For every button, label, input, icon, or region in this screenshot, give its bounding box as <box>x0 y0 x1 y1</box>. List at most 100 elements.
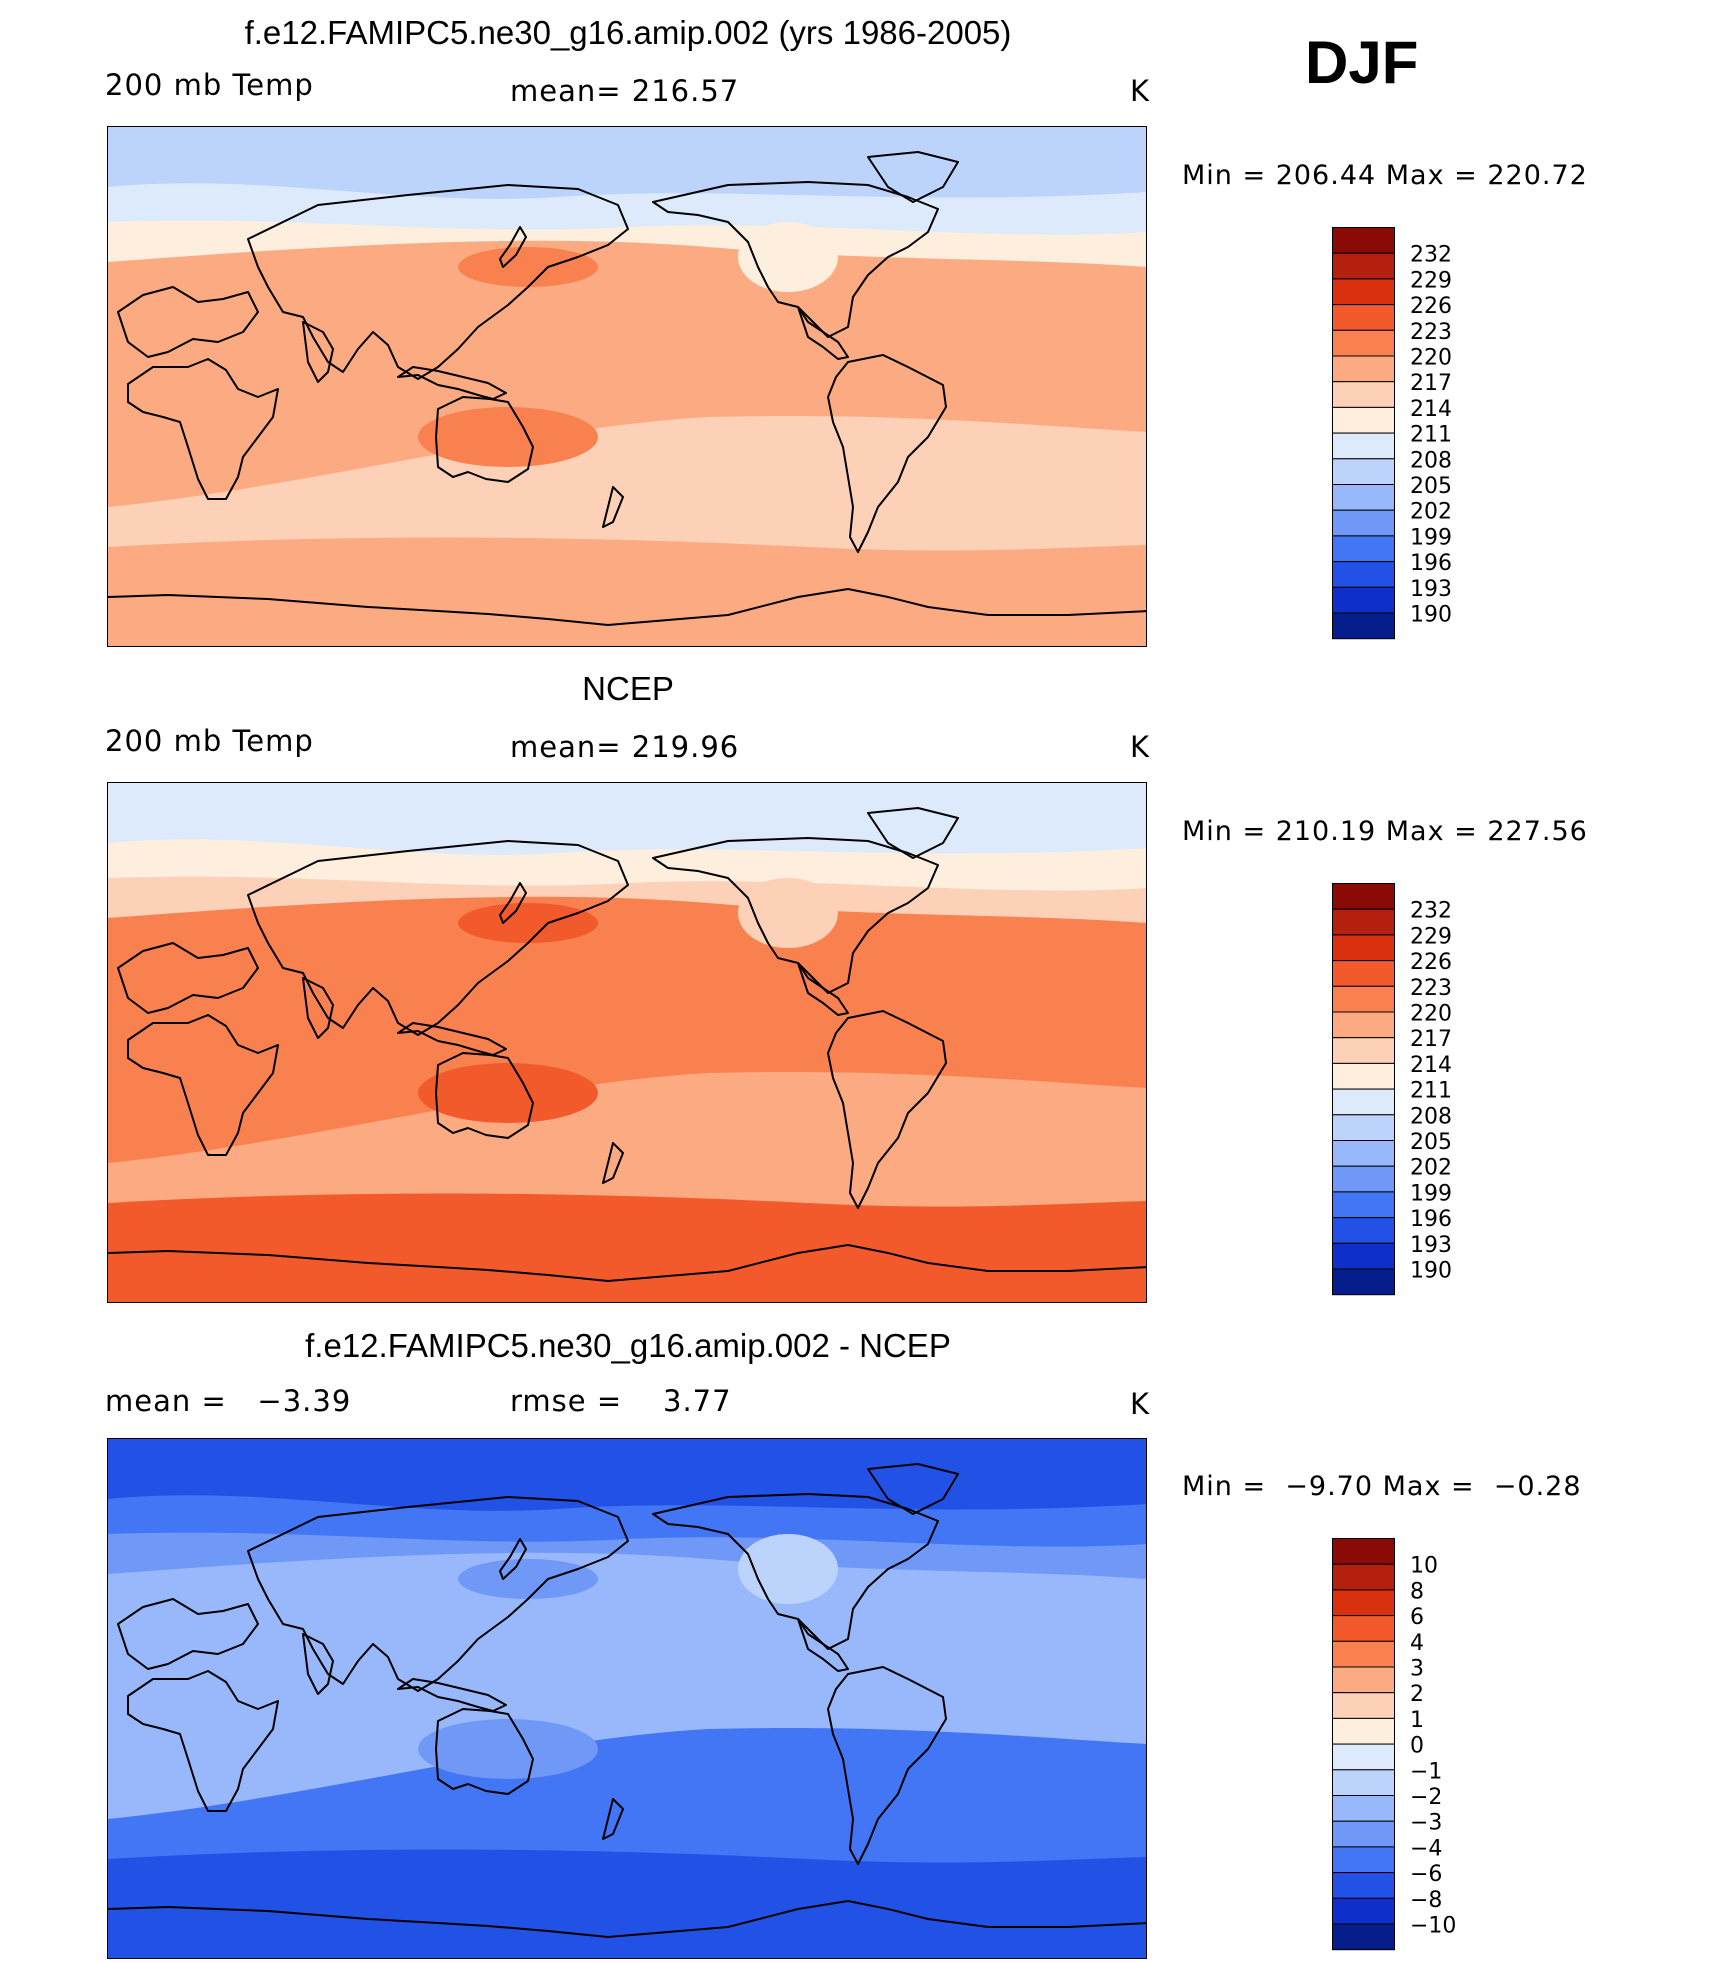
australia-coastline <box>435 1052 534 1139</box>
panel-1-map <box>107 126 1147 647</box>
central-america-coastline <box>797 1618 849 1672</box>
colorbar-tick-label: −8 <box>1410 1888 1442 1913</box>
asia-coastline <box>247 840 629 1036</box>
colorbar-tick-label: −10 <box>1410 1914 1456 1939</box>
field-anomaly-north-america <box>738 878 838 948</box>
field-anomaly-australia <box>418 1063 598 1123</box>
colorbar-tick-label: 220 <box>1410 346 1452 371</box>
colorbar-tick-label: 205 <box>1410 1130 1452 1155</box>
africa-coastline <box>127 358 279 500</box>
colorbar-tick-label: 190 <box>1410 1259 1452 1284</box>
colorbar-tick-label: 226 <box>1410 294 1452 319</box>
panel-3-mean-label: mean = −3.39 <box>105 1384 352 1418</box>
colorbar-swatch <box>1332 458 1395 486</box>
panel-3-colorbar: 10 8 6 4 3 2 1 0 −1 −2 −3 −4 −6 −8 −10 <box>1332 1538 1472 1956</box>
colorbar-tick-label: 2 <box>1410 1682 1424 1707</box>
panel-2-mean-label: mean= 219.96 <box>510 730 740 764</box>
colorbar-swatch <box>1332 985 1395 1013</box>
greenland-coastline <box>867 807 959 859</box>
colorbar-tick-label: 211 <box>1410 1079 1452 1104</box>
colorbar-swatch <box>1332 1062 1395 1090</box>
panel-1-minmax: Min = 206.44 Max = 220.72 <box>1182 160 1588 191</box>
colorbar-swatch <box>1332 1037 1395 1064</box>
central-america-coastline <box>797 962 849 1016</box>
colorbar-swatch <box>1332 1692 1395 1719</box>
colorbar-tick-label: 217 <box>1410 371 1452 396</box>
colorbar-tick-label: 3 <box>1410 1657 1424 1682</box>
india-coastline <box>302 1633 334 1695</box>
colorbar-tick-label: 196 <box>1410 1207 1452 1232</box>
colorbar-swatch <box>1332 1165 1395 1193</box>
panel-3-title: f.e12.FAMIPC5.ne30_g16.amip.002 - NCEP <box>305 1327 951 1364</box>
field-anomaly-australia <box>418 407 598 467</box>
asia-coastline <box>247 184 629 380</box>
colorbar-swatch <box>1332 908 1395 936</box>
colorbar-tick-label: 229 <box>1410 924 1452 949</box>
colorbar-swatch <box>1332 1268 1395 1296</box>
colorbar-tick-label: −4 <box>1410 1836 1442 1861</box>
colorbar-swatch <box>1332 1615 1395 1642</box>
antarctica-coastline <box>108 588 1146 626</box>
colorbar-tick-label: 205 <box>1410 474 1452 499</box>
south-america-coastline <box>827 354 947 553</box>
colorbar-swatch <box>1332 586 1395 614</box>
colorbar-swatch <box>1332 484 1395 511</box>
colorbar-tick-label: 232 <box>1410 243 1452 268</box>
colorbar-tick-label: 190 <box>1410 603 1452 628</box>
colorbar-tick-label: 229 <box>1410 268 1452 293</box>
field-band-far-south <box>108 1849 1146 1958</box>
colorbar-swatch <box>1332 1846 1395 1874</box>
colorbar-swatch <box>1332 509 1395 537</box>
panel-3-minmax: Min = −9.70 Max = −0.28 <box>1182 1471 1582 1502</box>
greenland-coastline <box>867 1463 959 1515</box>
colorbar-swatch <box>1332 355 1395 383</box>
colorbar-tick-label: 208 <box>1410 1104 1452 1129</box>
south-america-coastline <box>827 1666 947 1865</box>
newzealand-coastline <box>602 1142 624 1184</box>
field-anomaly-northwest-pacific <box>458 1559 598 1599</box>
colorbar-swatch <box>1332 1563 1395 1591</box>
colorbar-swatch <box>1332 1114 1395 1142</box>
panel-3-rmse-label: rmse = 3.77 <box>510 1384 732 1418</box>
colorbar-swatch <box>1332 1820 1395 1848</box>
colorbar-tick-label: 199 <box>1410 525 1452 550</box>
colorbar-swatch <box>1332 1217 1395 1244</box>
colorbar-swatch <box>1332 329 1395 357</box>
colorbar-tick-label: 196 <box>1410 551 1452 576</box>
colorbar-swatch <box>1332 1897 1395 1925</box>
colorbar-swatch <box>1332 1011 1395 1039</box>
central-america-coastline <box>797 306 849 360</box>
colorbar-tick-label: 6 <box>1410 1605 1424 1630</box>
field-band-far-south <box>108 537 1146 646</box>
seasia-islands-coastline <box>397 1678 507 1712</box>
colorbar-swatch <box>1332 1140 1395 1167</box>
colorbar-tick-label: 1 <box>1410 1708 1424 1733</box>
north-america-coastline <box>652 1493 939 1650</box>
antarctica-coastline <box>108 1900 1146 1938</box>
colorbar-tick-label: −3 <box>1410 1811 1442 1836</box>
europe-coastline <box>117 1598 259 1670</box>
colorbar-tick-label: 214 <box>1410 1053 1452 1078</box>
colorbar-tick-label: 217 <box>1410 1027 1452 1052</box>
colorbar-swatch <box>1332 304 1395 331</box>
africa-coastline <box>127 1014 279 1156</box>
colorbar-swatch <box>1332 1666 1395 1694</box>
panel-1-units-label: K <box>1130 74 1151 108</box>
north-america-coastline <box>652 181 939 338</box>
colorbar-swatch <box>1332 1191 1395 1219</box>
colorbar-tick-label: 223 <box>1410 976 1452 1001</box>
colorbar-swatch <box>1332 1769 1395 1797</box>
panel-2-map <box>107 782 1147 1303</box>
colorbar-swatch <box>1332 1717 1395 1745</box>
seasia-islands-coastline <box>397 1022 507 1056</box>
panel-2-minmax: Min = 210.19 Max = 227.56 <box>1182 816 1588 847</box>
colorbar-tick-label: 199 <box>1410 1181 1452 1206</box>
colorbar-swatch <box>1332 252 1395 280</box>
japan-coastline <box>499 1538 527 1580</box>
colorbar-tick-label: 193 <box>1410 577 1452 602</box>
antarctica-coastline <box>108 1244 1146 1282</box>
europe-coastline <box>117 942 259 1014</box>
colorbar-tick-label: 4 <box>1410 1631 1424 1656</box>
colorbar-tick-label: 226 <box>1410 950 1452 975</box>
colorbar-swatch <box>1332 934 1395 962</box>
